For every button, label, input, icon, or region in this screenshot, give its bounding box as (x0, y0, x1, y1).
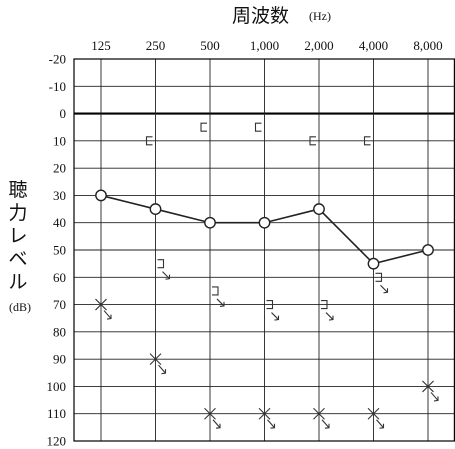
point-x (95, 298, 112, 320)
x-stroke (367, 407, 380, 420)
y-axis-label-char: ル (8, 272, 27, 293)
y-axis-label-char: 聴 (8, 179, 27, 201)
x-stroke (95, 298, 107, 311)
arrow-shaft (376, 419, 384, 429)
axes: -20 -10 0 10 20 30 40 50 60 70 80 90 100 110 120 125 250… (47, 38, 443, 449)
arrow-shaft (103, 310, 112, 319)
y-tick-label: 70 (53, 297, 66, 312)
point-x (367, 407, 385, 429)
point-circle (95, 189, 107, 202)
point-bracket-open (200, 122, 207, 132)
bracket-stroke (157, 259, 165, 269)
x-tick-label: 8,000 (413, 38, 442, 53)
y-tick-label: -10 (49, 79, 66, 94)
arrow-head (328, 315, 334, 321)
y-tick-label: 110 (47, 406, 66, 421)
point-bracket-open (145, 136, 153, 146)
y-tick-label: 30 (53, 188, 66, 203)
arrow-head (161, 369, 167, 375)
x-tick-label: 4,000 (359, 38, 388, 53)
arrow-shaft (271, 312, 279, 320)
point-bracket-close (212, 286, 225, 307)
y-tick-label: 60 (53, 270, 66, 285)
point-x (258, 407, 276, 429)
arrow-shaft (325, 312, 334, 320)
x-tick-label: 2,000 (304, 38, 333, 53)
arrow-head (274, 315, 280, 321)
point-circle (367, 257, 380, 270)
bracket-stroke (266, 300, 274, 310)
bracket-stroke (321, 300, 328, 310)
point-bracket-close (375, 272, 389, 294)
x-tick-label: 500 (200, 38, 220, 53)
arrow-shaft (321, 419, 330, 429)
y-tick-label: 100 (47, 379, 67, 394)
x-stroke (313, 407, 325, 420)
x-tick-label: 1,000 (250, 38, 279, 53)
x-tick-label: 125 (91, 38, 111, 53)
point-x (149, 353, 167, 375)
chart-title-unit: (Hz) (309, 9, 331, 23)
arrow-head (270, 423, 276, 429)
point-x (204, 407, 221, 429)
y-axis-label-char: レ (8, 226, 27, 247)
arrow-head (324, 423, 330, 429)
y-tick-label: 90 (53, 352, 66, 367)
arrow-shaft (216, 298, 225, 307)
arrow-shaft (158, 364, 166, 374)
arrow-shaft (430, 392, 439, 401)
arrow-head (383, 288, 389, 294)
x-tick-label: 250 (146, 38, 166, 53)
bracket-stroke (212, 286, 219, 296)
y-tick-label: 0 (60, 106, 67, 121)
y-tick-label: 10 (53, 133, 66, 148)
plot-frame (73, 58, 455, 442)
arrow-head (379, 423, 385, 429)
point-bracket-close (321, 300, 334, 321)
series (95, 122, 439, 429)
y-axis-unit: (dB) (9, 300, 31, 314)
bracket-stroke (375, 272, 383, 282)
y-tick-label: 50 (53, 243, 66, 258)
grid (73, 58, 455, 442)
arrow-head (219, 301, 225, 307)
arrow-shaft (267, 419, 275, 429)
y-tick-label: -20 (49, 52, 66, 67)
y-tick-label: 20 (53, 161, 66, 176)
arrow-shaft (212, 419, 221, 429)
y-tick-label: 40 (53, 215, 66, 230)
y-tick-label: 120 (47, 434, 67, 449)
x-stroke (422, 380, 434, 393)
point-circle (149, 203, 162, 215)
arrow-shaft (380, 284, 388, 293)
arrow-head (106, 314, 112, 320)
y-axis-label-char: ベ (8, 249, 27, 270)
y-axis-label-char: 力 (8, 202, 27, 224)
x-stroke (149, 353, 162, 366)
y-tick-label: 80 (53, 324, 66, 339)
x-stroke (204, 407, 216, 420)
arrow-head (433, 396, 439, 402)
x-stroke (258, 407, 271, 420)
point-circle (204, 216, 216, 229)
point-x (422, 380, 439, 402)
point-bracket-close (266, 300, 280, 321)
point-x (313, 407, 330, 429)
point-circle (258, 216, 271, 229)
point-circle (422, 244, 434, 256)
arrow-shaft (162, 271, 170, 280)
arrow-head (165, 274, 171, 280)
point-circle (313, 203, 325, 215)
point-bracket-open (309, 136, 316, 146)
point-bracket-open (363, 136, 371, 146)
point-bracket-close (157, 259, 171, 280)
chart-title: 周波数 (232, 5, 289, 27)
point-bracket-open (254, 122, 262, 132)
arrow-head (215, 423, 221, 429)
